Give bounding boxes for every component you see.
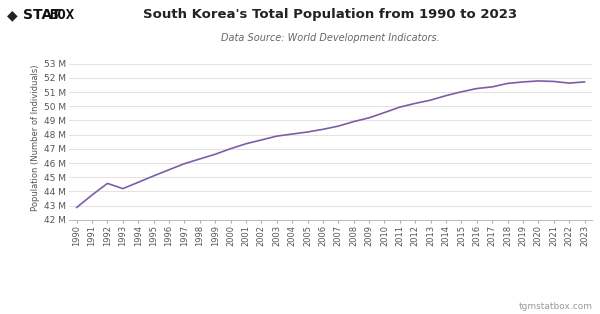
- Text: ◆: ◆: [7, 8, 18, 22]
- South Korea: [381, 111, 388, 114]
- South Korea: [442, 94, 449, 97]
- South Korea: [412, 101, 419, 105]
- South Korea: [273, 134, 280, 138]
- South Korea: [520, 80, 527, 84]
- South Korea: [458, 90, 465, 94]
- South Korea: [365, 116, 373, 120]
- South Korea: [212, 152, 219, 156]
- South Korea: [350, 120, 357, 123]
- South Korea: [196, 157, 203, 161]
- Text: South Korea's Total Population from 1990 to 2023: South Korea's Total Population from 1990…: [143, 8, 517, 21]
- Line: South Korea: South Korea: [77, 81, 584, 208]
- South Korea: [242, 142, 250, 146]
- South Korea: [396, 105, 403, 109]
- South Korea: [473, 87, 481, 90]
- Text: tgmstatbox.com: tgmstatbox.com: [519, 302, 593, 311]
- South Korea: [119, 187, 127, 191]
- South Korea: [73, 206, 80, 209]
- Text: Data Source: World Development Indicators.: Data Source: World Development Indicator…: [221, 33, 439, 43]
- Text: BOX: BOX: [49, 8, 74, 22]
- South Korea: [304, 130, 311, 134]
- Text: STAT: STAT: [23, 8, 61, 22]
- South Korea: [581, 80, 588, 84]
- South Korea: [227, 147, 234, 151]
- Y-axis label: Population (Number of Individuals): Population (Number of Individuals): [31, 65, 40, 211]
- South Korea: [289, 132, 296, 136]
- South Korea: [550, 79, 557, 83]
- South Korea: [488, 85, 496, 89]
- South Korea: [104, 181, 111, 185]
- South Korea: [150, 174, 157, 178]
- South Korea: [427, 98, 434, 102]
- South Korea: [88, 193, 95, 197]
- South Korea: [258, 138, 265, 142]
- South Korea: [319, 127, 326, 131]
- South Korea: [166, 168, 173, 172]
- South Korea: [181, 162, 188, 165]
- South Korea: [134, 181, 142, 184]
- South Korea: [566, 81, 573, 85]
- South Korea: [335, 124, 342, 128]
- South Korea: [535, 79, 542, 83]
- South Korea: [504, 82, 511, 85]
